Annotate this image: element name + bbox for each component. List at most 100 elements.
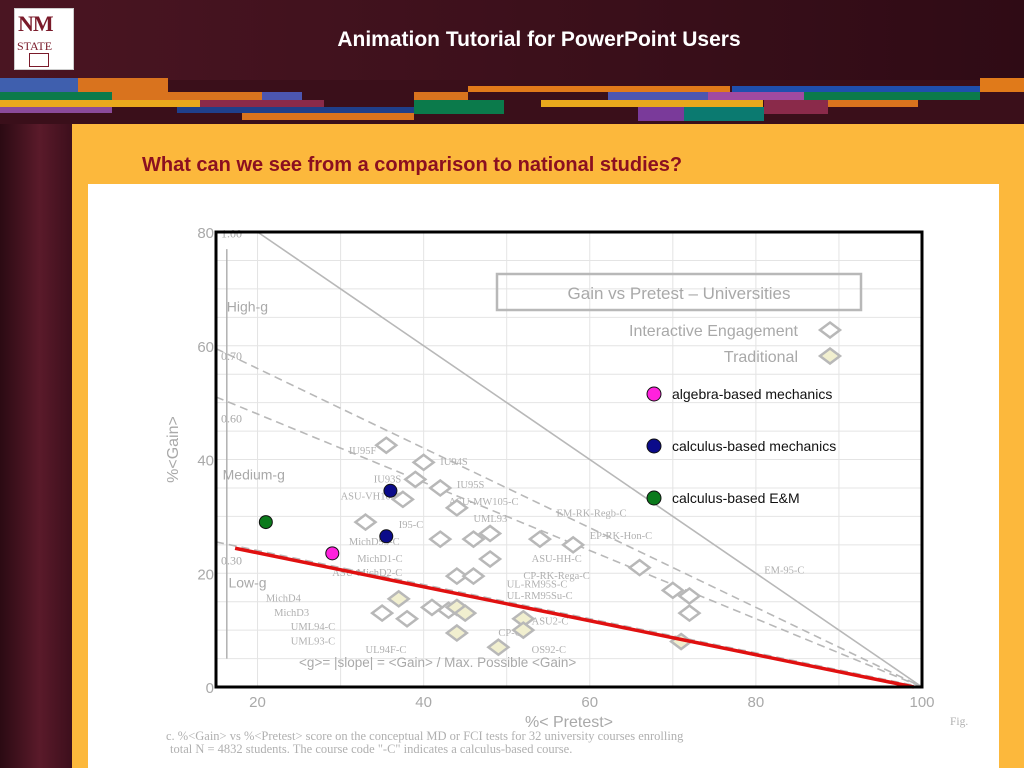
- interactive-engagement-marker: [403, 470, 428, 489]
- slope-value-label: 0.30: [221, 554, 242, 568]
- interactive-engagement-marker: [478, 549, 503, 569]
- region-label: Medium-g: [223, 466, 285, 482]
- gain-vs-pretest-chart: 1.00 0.70 0.60 0.30 High-g Medium-g Low-g IU95F…: [165, 225, 968, 756]
- traditional-marker: [444, 623, 469, 643]
- interactive-engagement-marker: [370, 604, 395, 623]
- y-axis-label: %<Gain>: [165, 416, 182, 483]
- slide-header: NM STATE Animation Tutorial for PowerPoi…: [0, 0, 1024, 80]
- slope-value-label: 0.70: [221, 349, 242, 363]
- y-tick-label: 20: [197, 566, 214, 583]
- course-label: EP-RK-Hon-C: [590, 531, 652, 542]
- chart-title: Gain vs Pretest – Universities: [568, 284, 791, 303]
- region-label: Low-g: [228, 574, 266, 590]
- interactive-engagement-marker: [419, 598, 445, 617]
- x-tick-label: 60: [581, 694, 598, 711]
- slope-value-label: 1.00: [221, 227, 242, 241]
- chart-title-box: [495, 272, 863, 312]
- region-label: High-g: [227, 299, 268, 315]
- slide-title: Animation Tutorial for PowerPoint Users: [337, 28, 741, 51]
- trend-line: [234, 546, 915, 689]
- course-label: ASU-HH-C: [532, 554, 582, 565]
- interactive-engagement-marker: [428, 478, 453, 497]
- slope-line: [257, 231, 923, 688]
- data-point: [325, 546, 340, 561]
- traditional-marker: [486, 638, 511, 657]
- x-axis-label: %< Pretest>: [525, 714, 613, 731]
- course-label: MichD4: [266, 594, 302, 605]
- legend-entry-traditional: Traditional: [724, 349, 798, 366]
- legend-marker: [646, 490, 662, 506]
- legend-traditional-marker: [817, 346, 843, 366]
- course-label: MichD95-C: [349, 537, 400, 548]
- interactive-engagement-marker: [627, 558, 652, 577]
- caption-fig-label: Fig.: [950, 716, 968, 728]
- traditional-marker: [511, 621, 536, 640]
- nmsu-logo: NM STATE: [14, 8, 74, 70]
- course-label: UML94-C: [291, 622, 335, 633]
- legend-entry-interactive: Interactive Engagement: [629, 323, 799, 340]
- course-label: IU94S: [440, 457, 468, 468]
- interactive-engagement-marker: [677, 586, 702, 606]
- decorative-stripes: [0, 78, 1024, 124]
- course-label: EM-95-C: [764, 565, 804, 576]
- figure-caption: c. %<Gain> vs %<Pretest> score on the co…: [166, 729, 684, 756]
- course-label: UL-RM95S-C: [507, 579, 568, 590]
- course-label: UL94F-C: [366, 645, 407, 656]
- x-tick-label: 80: [748, 694, 765, 711]
- course-label: ASU2-C: [532, 616, 569, 627]
- course-label: ASU-MW105-C: [449, 497, 519, 508]
- y-tick-label: 0: [206, 680, 214, 697]
- course-label: I95-C: [399, 520, 424, 531]
- x-tick-label: 40: [415, 694, 432, 711]
- course-label: IU93S: [374, 474, 402, 485]
- slope-line: [215, 541, 923, 688]
- legend-label: calculus-based mechanics: [672, 438, 836, 454]
- course-label: IU95S: [457, 480, 485, 491]
- slope-line: [215, 347, 923, 688]
- formula-label: <g>= |slope| = <Gain> / Max. Possible <G…: [299, 655, 576, 670]
- interactive-engagement-marker: [374, 436, 399, 455]
- logo-text-top: NM: [18, 11, 54, 36]
- slope-value-label: 0.60: [221, 412, 242, 426]
- course-label: OS92-C: [532, 645, 566, 656]
- x-tick-label: 20: [249, 694, 266, 711]
- slide-subtitle: What can we see from a comparison to nat…: [142, 154, 683, 176]
- logo-text-bottom: STATE: [17, 39, 53, 53]
- interactive-engagement-marker: [444, 567, 469, 586]
- y-tick-label: 40: [197, 453, 214, 470]
- interactive-engagement-marker: [478, 524, 503, 543]
- data-point: [258, 515, 273, 530]
- course-label: UML93-C: [291, 636, 335, 647]
- interactive-engagement-marker: [428, 530, 453, 549]
- legend-label: calculus-based E&M: [672, 490, 800, 506]
- course-label: CP-C: [498, 628, 521, 639]
- interactive-engagement-marker: [394, 609, 420, 628]
- traditional-marker: [386, 589, 411, 608]
- course-label: MichD3: [274, 608, 309, 619]
- interactive-engagement-marker: [390, 490, 415, 509]
- legend-marker: [646, 386, 662, 402]
- data-point: [383, 483, 398, 498]
- traditional-marker: [453, 604, 478, 623]
- course-label: EM-RK-Regb-C: [557, 508, 627, 519]
- interactive-engagement-marker: [411, 453, 436, 472]
- chart-panel: 1.00 0.70 0.60 0.30 High-g Medium-g Low-g IU95F…: [88, 184, 999, 768]
- legend-interactive-marker: [817, 320, 843, 340]
- legend-label: algebra-based mechanics: [672, 386, 832, 402]
- course-label: IU95F: [349, 446, 377, 457]
- legend-marker: [646, 438, 662, 454]
- course-label: UML93: [473, 514, 507, 525]
- interactive-engagement-marker: [461, 567, 486, 586]
- interactive-engagement-marker: [527, 530, 553, 549]
- new-mexico-outline-icon: [29, 53, 49, 67]
- left-decorative-panel: [0, 124, 72, 768]
- course-label: MichD1-C: [357, 554, 403, 565]
- interactive-engagement-marker: [444, 498, 469, 517]
- interactive-engagement-marker: [677, 604, 702, 623]
- course-label: ASU-VH105C: [341, 491, 403, 502]
- y-tick-label: 80: [197, 225, 214, 242]
- interactive-engagement-marker: [353, 513, 378, 532]
- plot-border: [214, 230, 924, 689]
- y-tick-label: 60: [197, 339, 214, 356]
- interactive-engagement-marker: [461, 530, 486, 549]
